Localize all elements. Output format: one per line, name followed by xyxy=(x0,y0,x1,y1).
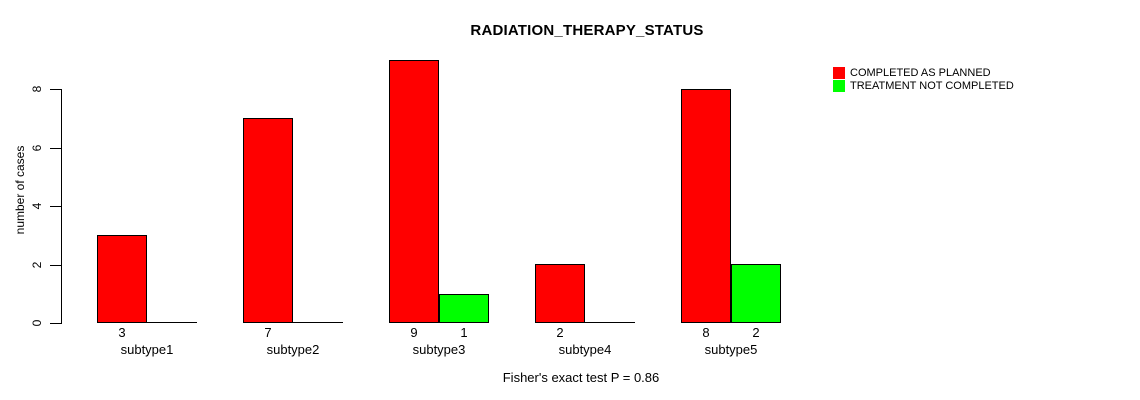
bar-subtype1-series0 xyxy=(97,235,147,323)
legend: COMPLETED AS PLANNED TREATMENT NOT COMPL… xyxy=(833,66,1014,92)
legend-item-completed: COMPLETED AS PLANNED xyxy=(833,66,1014,79)
y-tick-line xyxy=(50,323,61,324)
group-baseline-subtype4 xyxy=(535,322,635,323)
bar-subtype5-series0 xyxy=(681,89,731,323)
y-tick-label: 4 xyxy=(30,202,44,210)
group-baseline-subtype1 xyxy=(97,322,197,323)
category-label-subtype5: subtype5 xyxy=(704,342,758,357)
bar-subtype3-series0 xyxy=(389,60,439,323)
bar-value-subtype5-series0: 8 xyxy=(702,325,710,340)
y-tick-line xyxy=(50,148,61,149)
y-tick-label: 0 xyxy=(30,319,44,327)
y-tick-label: 8 xyxy=(30,85,44,93)
category-label-subtype1: subtype1 xyxy=(120,342,174,357)
y-axis-line xyxy=(61,89,62,324)
y-tick-label: 2 xyxy=(30,261,44,269)
bar-subtype5-series1 xyxy=(731,264,781,323)
legend-item-not-completed: TREATMENT NOT COMPLETED xyxy=(833,79,1014,92)
y-tick-line xyxy=(50,265,61,266)
group-baseline-subtype2 xyxy=(243,322,343,323)
bar-value-subtype2-series0: 7 xyxy=(264,325,272,340)
y-tick-line xyxy=(50,89,61,90)
category-label-subtype4: subtype4 xyxy=(558,342,612,357)
legend-label-completed: COMPLETED AS PLANNED xyxy=(850,66,991,79)
bar-value-subtype3-series0: 9 xyxy=(410,325,418,340)
bar-subtype4-series0 xyxy=(535,264,585,323)
legend-swatch-not-completed-icon xyxy=(833,79,845,92)
bar-value-subtype1-series0: 3 xyxy=(118,325,126,340)
bar-value-subtype4-series0: 2 xyxy=(556,325,564,340)
y-tick-line xyxy=(50,206,61,207)
category-label-subtype3: subtype3 xyxy=(412,342,466,357)
y-tick-label: 6 xyxy=(30,144,44,152)
bar-value-subtype3-series1: 1 xyxy=(460,325,468,340)
legend-label-not-completed: TREATMENT NOT COMPLETED xyxy=(850,79,1014,92)
legend-swatch-completed-icon xyxy=(833,66,845,79)
stats-annotation: Fisher's exact test P = 0.86 xyxy=(502,370,660,385)
bar-subtype2-series0 xyxy=(243,118,293,323)
category-label-subtype2: subtype2 xyxy=(266,342,320,357)
bar-subtype3-series1 xyxy=(439,294,489,323)
chart-title: RADIATION_THERAPY_STATUS xyxy=(470,22,704,39)
bar-value-subtype5-series1: 2 xyxy=(752,325,760,340)
